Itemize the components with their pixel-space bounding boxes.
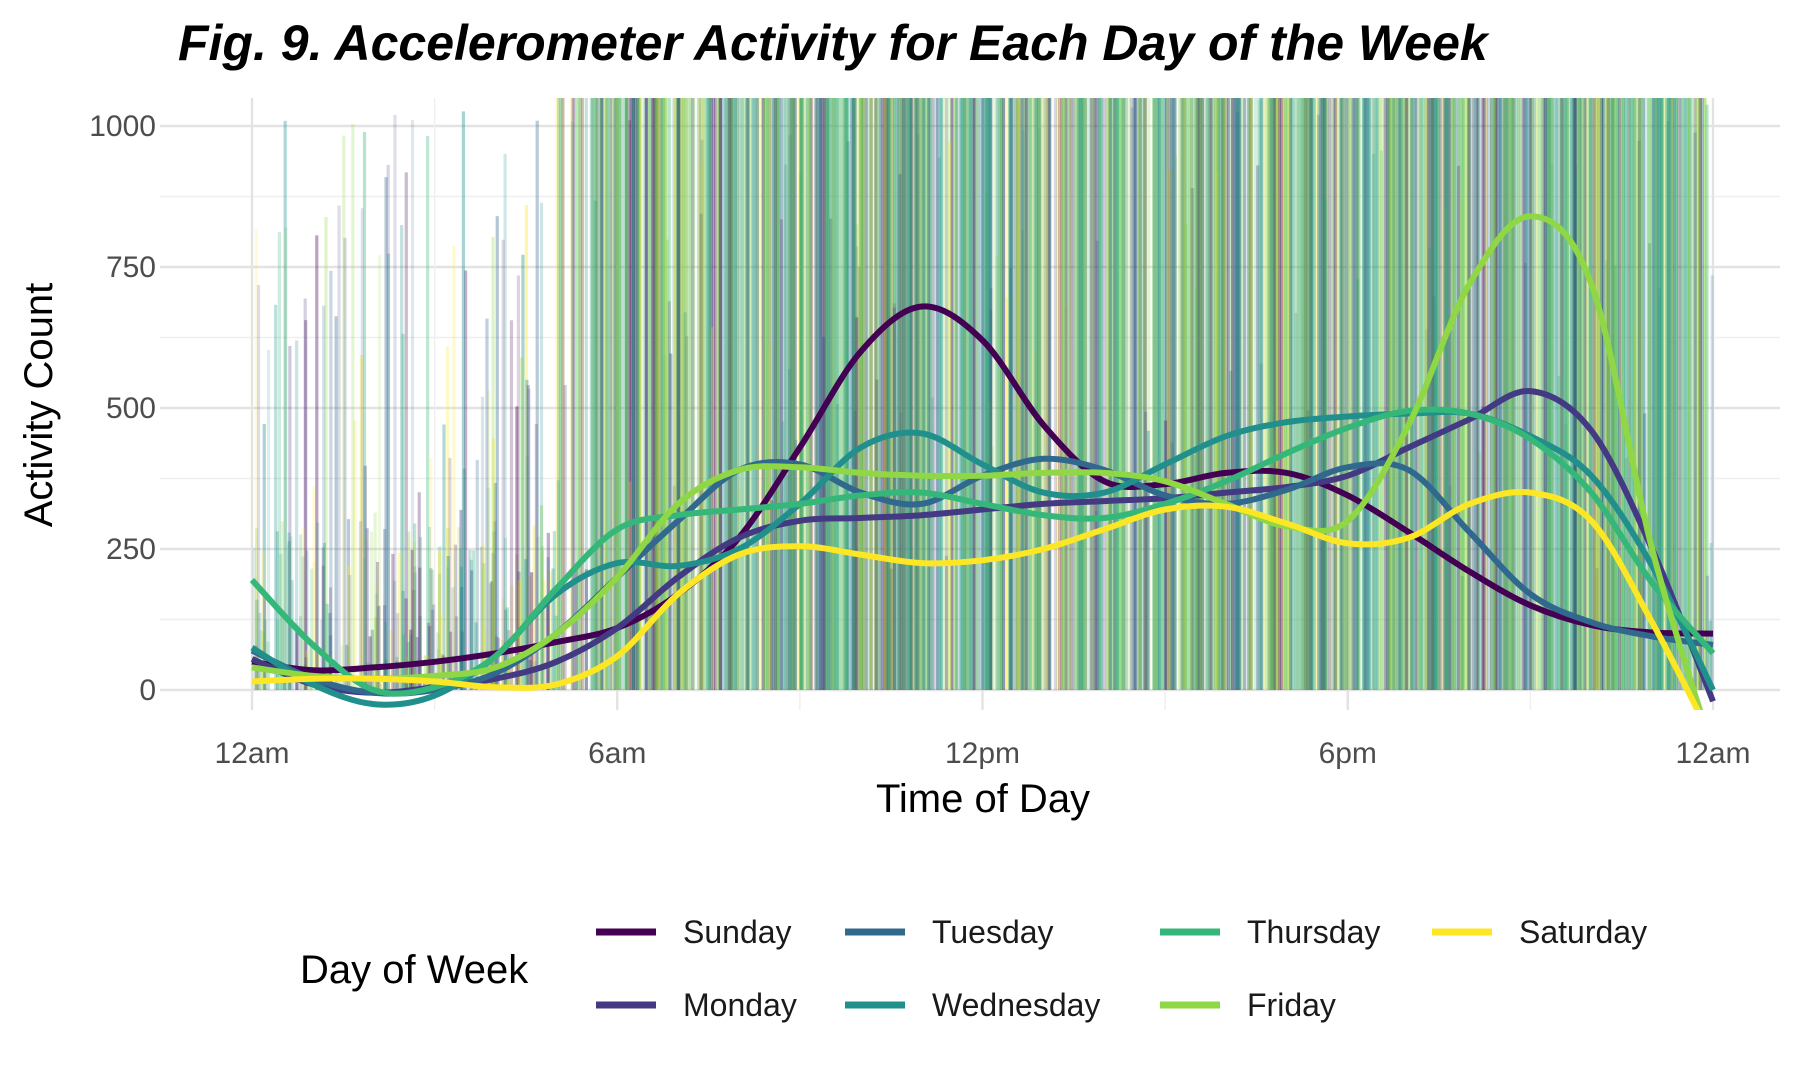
legend-label: Sunday <box>683 914 792 950</box>
legend: Day of Week Sunday Monday Tuesday Wednesday… <box>300 914 1647 1023</box>
x-tick-label: 12pm <box>945 737 1020 770</box>
y-tick-label: 750 <box>106 251 156 284</box>
y-tick-label: 0 <box>139 674 156 707</box>
legend-item-sunday: Sunday <box>596 914 792 950</box>
legend-label: Wednesday <box>932 987 1100 1023</box>
legend-item-monday: Monday <box>596 987 797 1023</box>
chart-title: Fig. 9. Accelerometer Activity for Each … <box>178 15 1490 71</box>
legend-item-wednesday: Wednesday <box>845 987 1100 1023</box>
x-tick-label: 12am <box>214 737 289 770</box>
gridlines <box>160 98 1780 710</box>
series-lines <box>249 213 1716 710</box>
legend-label: Monday <box>683 987 797 1023</box>
series-line-saturday <box>251 488 1701 710</box>
x-tick-label: 12am <box>1675 737 1750 770</box>
raw-activity-bars <box>252 98 1714 690</box>
legend-items: Sunday Monday Tuesday Wednesday Thursday Frid… <box>596 914 1647 1023</box>
legend-title: Day of Week <box>300 948 529 992</box>
legend-item-thursday: Thursday <box>1160 914 1380 950</box>
y-tick-label: 1000 <box>89 110 156 143</box>
x-axis-title: Time of Day <box>876 777 1090 821</box>
legend-label: Tuesday <box>932 914 1054 950</box>
x-tick-label: 6am <box>588 737 646 770</box>
y-axis-title: Activity Count <box>17 283 61 528</box>
y-tick-label: 250 <box>106 533 156 566</box>
legend-label: Friday <box>1247 987 1336 1023</box>
legend-label: Thursday <box>1247 914 1380 950</box>
legend-label: Saturday <box>1519 914 1647 950</box>
x-tick-label: 6pm <box>1319 737 1377 770</box>
legend-item-tuesday: Tuesday <box>845 914 1054 950</box>
series-line-friday <box>251 213 1704 710</box>
series-line-thursday <box>249 406 1716 697</box>
y-axis-ticks: 0 250 500 750 1000 <box>89 110 156 707</box>
legend-item-saturday: Saturday <box>1432 914 1647 950</box>
x-axis-ticks: 12am 6am 12pm 6pm 12am <box>214 737 1750 770</box>
y-tick-label: 500 <box>106 392 156 425</box>
series-line-sunday <box>251 303 1714 674</box>
legend-item-friday: Friday <box>1160 987 1336 1023</box>
